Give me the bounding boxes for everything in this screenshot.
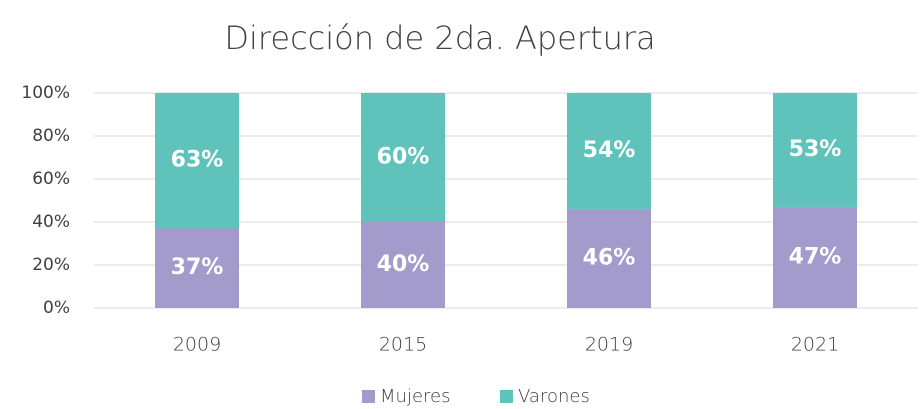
- legend-label: Varones: [518, 386, 590, 407]
- legend-swatch: [362, 390, 375, 403]
- bar-segment: [155, 93, 239, 229]
- x-tick-label: 2015: [379, 334, 427, 356]
- y-tick-label: 0%: [43, 298, 70, 318]
- y-tick-label: 60%: [32, 169, 70, 189]
- data-label: 46%: [583, 246, 636, 271]
- data-label: 47%: [789, 244, 842, 269]
- y-tick-label: 40%: [32, 212, 70, 232]
- bar-segment: [567, 209, 651, 308]
- legend-label: Mujeres: [380, 386, 450, 407]
- bar-segment: [361, 93, 445, 222]
- data-label: 37%: [171, 255, 224, 280]
- bar-segment: [361, 222, 445, 308]
- data-label: 40%: [377, 252, 430, 277]
- bar-segment: [773, 93, 857, 207]
- chart-title: Dirección de 2da. Apertura: [224, 19, 655, 57]
- x-tick-label: 2009: [173, 334, 221, 356]
- x-tick-label: 2019: [585, 334, 633, 356]
- data-label: 63%: [171, 148, 224, 173]
- bar-segment: [567, 93, 651, 210]
- x-tick-label: 2021: [791, 334, 839, 356]
- data-label: 54%: [583, 138, 636, 163]
- y-tick-label: 20%: [32, 255, 70, 275]
- y-tick-label: 80%: [32, 126, 70, 146]
- y-tick-label: 100%: [21, 83, 70, 103]
- bar-segment: [773, 206, 857, 308]
- data-label: 60%: [377, 145, 430, 170]
- legend-swatch: [500, 390, 513, 403]
- bar-segment: [155, 228, 239, 308]
- data-label: 53%: [789, 137, 842, 162]
